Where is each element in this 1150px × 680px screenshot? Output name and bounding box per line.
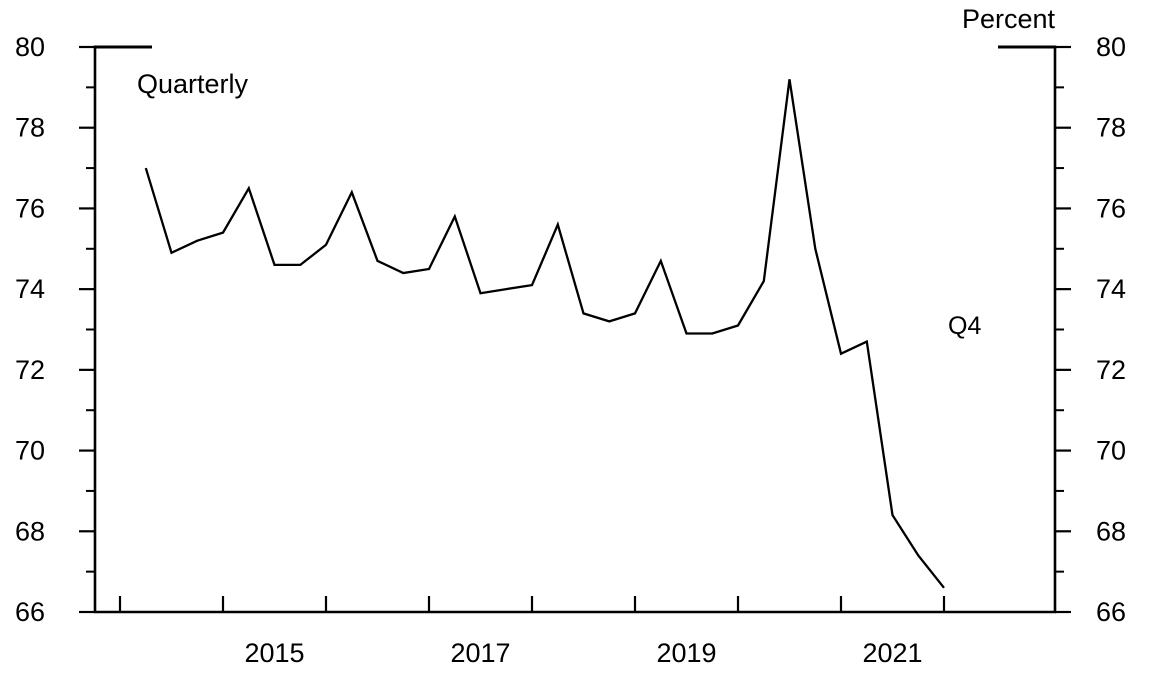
y-axis-label-left: 68 [15, 516, 45, 546]
data-series-line [144, 79, 945, 589]
y-axis-label-right: 72 [1096, 355, 1126, 385]
y-axis-label-left: 78 [15, 113, 45, 143]
y-axis-label-right: 80 [1096, 32, 1126, 62]
y-axis-label-right: 70 [1096, 436, 1126, 466]
y-axis-label-right: 68 [1096, 516, 1126, 546]
x-axis-year-label: 2019 [656, 638, 716, 668]
x-axis-year-label: 2015 [244, 638, 304, 668]
y-axis-unit-label: Percent [961, 4, 1055, 34]
x-axis-year-label: 2021 [862, 638, 922, 668]
y-axis-label-right: 76 [1096, 193, 1126, 223]
y-axis-label-left: 80 [15, 32, 45, 62]
y-axis-label-right: 78 [1096, 113, 1126, 143]
y-axis-label-right: 74 [1096, 274, 1126, 304]
y-axis-label-left: 72 [15, 355, 45, 385]
y-axis-label-right: 66 [1096, 597, 1126, 627]
y-axis-label-left: 76 [15, 193, 45, 223]
x-axis-year-label: 2017 [450, 638, 510, 668]
y-axis-label-left: 66 [15, 597, 45, 627]
latest-observation-label: Q4 [948, 312, 982, 340]
y-axis-label-left: 74 [15, 274, 45, 304]
frequency-label: Quarterly [137, 69, 249, 99]
y-axis-label-left: 70 [15, 436, 45, 466]
